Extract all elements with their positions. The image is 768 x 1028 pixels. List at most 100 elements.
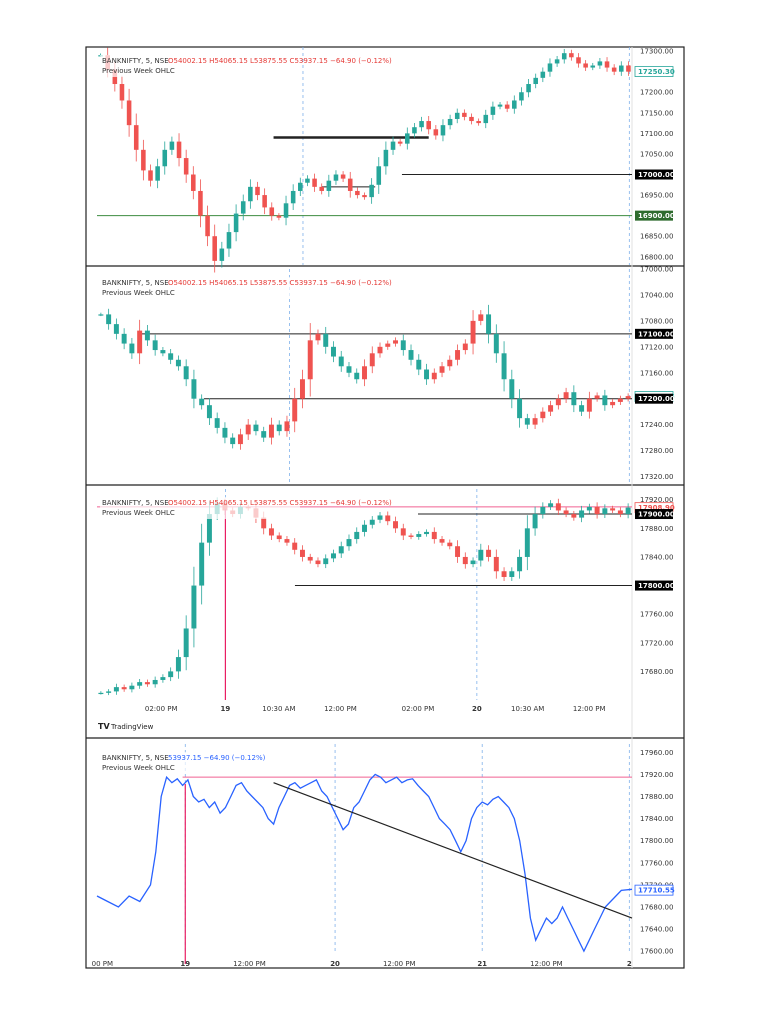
candle-body — [626, 65, 631, 72]
y-tick-label: 17100.00 — [640, 130, 673, 138]
candle-body — [470, 560, 476, 565]
candle-body — [307, 556, 313, 561]
candle-body — [524, 528, 530, 557]
candle-body — [462, 112, 467, 117]
y-tick-label: 17120.00 — [640, 343, 673, 351]
candle-body — [571, 392, 577, 406]
candle-body — [509, 379, 515, 399]
candle-body — [469, 116, 474, 122]
candle-body — [183, 366, 189, 380]
y-tick-label: 17760.00 — [640, 611, 673, 619]
candle-body — [400, 340, 406, 351]
tradingview-logo-icon: TV — [98, 722, 110, 731]
candle-body — [517, 398, 523, 419]
x-tick-label: 19 — [180, 960, 190, 968]
candle-body — [312, 178, 317, 187]
candle-body — [148, 170, 153, 181]
candle-body — [175, 657, 181, 672]
candle-body — [283, 203, 289, 218]
y-tick-label: 17600.00 — [640, 948, 673, 956]
candle-body — [501, 353, 507, 380]
candle-body — [369, 184, 374, 198]
chart-panel-3: 17920.00 17880.00 17840.00 17800.00 17760.00… — [97, 489, 675, 731]
candle-body — [175, 359, 181, 367]
y-tick-label: 17080.00 — [640, 317, 673, 325]
y-tick-label: 17160.00 — [640, 369, 673, 377]
candle-body — [262, 195, 267, 208]
x-tick-label: 12:00 PM — [324, 705, 357, 713]
candle-body — [424, 531, 430, 535]
indicator-label: Previous Week OHLC — [102, 289, 175, 297]
candle-body — [540, 506, 546, 515]
symbol-label: BANKNIFTY, 5, NSE — [102, 279, 169, 287]
candle-body — [206, 514, 212, 543]
candle-body — [98, 314, 104, 316]
y-tick-label: 16850.00 — [640, 233, 673, 241]
candle-body — [106, 314, 112, 325]
candle-body — [168, 353, 174, 360]
y-tick-label: 17680.00 — [640, 668, 673, 676]
candle-body — [362, 195, 367, 198]
candle-body — [245, 424, 251, 435]
price-tag-label: 16900.00 — [638, 212, 675, 220]
candle-body — [152, 340, 158, 351]
candle-body — [431, 531, 437, 540]
candle-body — [206, 405, 212, 419]
candle-body — [548, 503, 554, 507]
candle-body — [501, 571, 507, 577]
y-tick-label: 17720.00 — [640, 639, 673, 647]
chart-panel-4: 17960.00 17920.00 17880.00 17840.00 17800.00… — [92, 744, 675, 968]
candle-body — [548, 405, 554, 412]
candle-body — [602, 395, 608, 406]
candle-body — [400, 528, 406, 536]
candle-body — [540, 71, 546, 78]
x-tick-label: 20 — [330, 960, 340, 968]
candle-body — [625, 507, 631, 515]
candle-body — [191, 585, 197, 629]
price-tag-label: 17000.00 — [638, 171, 675, 179]
candle-body — [431, 372, 437, 380]
candle-body — [284, 421, 290, 432]
candle-body — [419, 121, 424, 128]
candle-body — [152, 679, 158, 685]
candle-body — [121, 333, 127, 344]
candle-body — [226, 232, 232, 249]
candle-body — [462, 556, 468, 565]
candle-body — [299, 549, 305, 557]
candle-body — [408, 535, 414, 537]
symbol-label: BANKNIFTY, 5, NSE — [102, 57, 169, 65]
ohlc-readout: O54002.15 H54065.15 L53875.55 C53937.15 … — [168, 279, 392, 287]
candle-body — [346, 539, 352, 547]
price-tag — [635, 169, 673, 180]
candle-body — [119, 84, 125, 101]
symbol-label: BANKNIFTY, 5, NSE — [102, 499, 169, 507]
candle-body — [586, 398, 592, 412]
candle-body — [261, 517, 267, 529]
price-tag — [635, 328, 673, 339]
candle-body — [571, 514, 577, 518]
candle-body — [397, 141, 403, 144]
candle-body — [162, 149, 168, 167]
candle-body — [579, 510, 585, 518]
candle-body — [517, 556, 523, 572]
candle-body — [625, 396, 631, 399]
candle-body — [412, 127, 417, 134]
candle-body — [137, 682, 143, 686]
candle-body — [319, 186, 324, 191]
candle-body — [408, 350, 414, 360]
candle-body — [478, 314, 484, 321]
candle-body — [579, 405, 585, 412]
candle-body — [439, 539, 445, 543]
candle-body — [98, 692, 104, 695]
candle-body — [604, 61, 610, 68]
candle-body — [447, 359, 453, 367]
candle-body — [230, 437, 236, 445]
candle-body — [619, 65, 624, 72]
candle-body — [346, 366, 352, 373]
candle-body — [198, 190, 203, 216]
candle-body — [439, 366, 445, 373]
candle-body — [307, 340, 313, 380]
y-tick-label: 17150.00 — [640, 109, 673, 117]
header-backdrop — [100, 752, 300, 774]
candle-body — [524, 418, 530, 425]
